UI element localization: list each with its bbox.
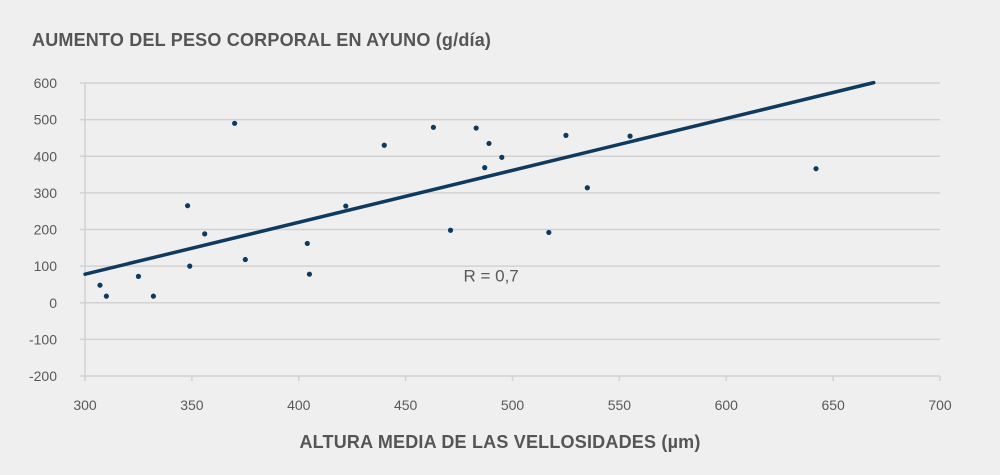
y-tick-label: 300 (34, 185, 58, 201)
data-point (584, 185, 590, 191)
data-point (563, 132, 569, 138)
data-point (242, 256, 248, 263)
y-tick-label: 0 (49, 295, 57, 311)
x-tick-label: 400 (287, 397, 311, 413)
trendline (83, 80, 876, 276)
y-tick-label: 100 (34, 258, 58, 274)
data-point (185, 203, 191, 209)
data-point (304, 240, 310, 247)
data-point (97, 282, 103, 288)
data-point (232, 120, 238, 126)
data-point (447, 227, 454, 233)
x-axis-label: ALTURA MEDIA DE LAS VELLOSIDADES (µm) (299, 432, 701, 452)
data-point (627, 133, 633, 139)
x-tick-label: 350 (180, 397, 204, 413)
data-point (343, 203, 349, 209)
data-point (546, 229, 552, 236)
data-point (187, 263, 193, 269)
data-point (813, 166, 819, 172)
y-tick-label: 400 (34, 148, 58, 164)
data-point (306, 271, 313, 277)
data-point (473, 125, 479, 131)
data-point (430, 124, 437, 130)
x-tick-label: 650 (821, 397, 845, 413)
data-point (381, 142, 387, 148)
data-point (103, 293, 109, 299)
x-tick-label: 600 (715, 397, 739, 413)
y-tick-label: 600 (34, 75, 58, 91)
correlation-annotation: R = 0,7 (463, 266, 518, 285)
y-tick-label: -200 (29, 368, 57, 384)
x-tick-label: 450 (394, 397, 418, 413)
y-tick-label: -100 (29, 331, 57, 347)
data-point (135, 273, 142, 279)
x-tick-label: 700 (928, 397, 952, 413)
y-tick-label: 200 (34, 222, 58, 238)
chart-title: AUMENTO DEL PESO CORPORAL EN AYUNO (g/dí… (32, 30, 492, 50)
data-point (499, 154, 505, 160)
data-point (482, 165, 488, 171)
x-tick-label: 500 (501, 397, 525, 413)
data-point (486, 140, 492, 147)
y-tick-label: 500 (34, 112, 58, 128)
x-tick-label: 550 (608, 397, 632, 413)
x-tick-label: 300 (73, 397, 97, 413)
data-point (150, 293, 156, 299)
data-point (202, 231, 208, 237)
